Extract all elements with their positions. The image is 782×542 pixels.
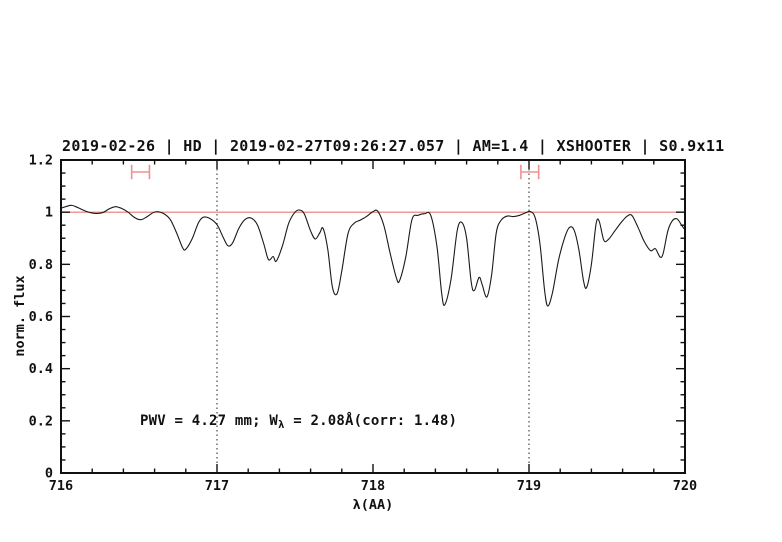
range-marker-2 <box>520 164 540 180</box>
y-tick-label: 1.2 <box>29 153 53 169</box>
y-tick-label: 0.4 <box>29 361 53 377</box>
spectrum-line <box>60 204 686 307</box>
y-tick-label: 0 <box>45 466 53 482</box>
pwv-annotation: PWV = 4.27 mm; Wλ = 2.08Å(corr: 1.48) <box>140 412 457 431</box>
pwv-annotation-subscript: λ <box>278 419 285 431</box>
x-tick-label: 717 <box>205 478 229 494</box>
x-axis-label: λ(AA) <box>353 497 394 513</box>
x-tick-label: 720 <box>673 478 697 494</box>
plot-area: 716 717 718 719 720 0 0.2 0.4 0.6 0.8 1 1.2 <box>29 153 698 495</box>
x-tick-label: 718 <box>361 478 385 494</box>
x-tick-label: 716 <box>49 478 73 494</box>
range-marker-1 <box>130 164 151 180</box>
y-tick-label: 0.8 <box>29 257 53 273</box>
pwv-annotation-suffix: = 2.08Å(corr: 1.48) <box>285 412 458 429</box>
y-axis-label: norm. flux <box>12 275 28 356</box>
x-tick-label: 719 <box>517 478 541 494</box>
plot-title: 2019-02-26 | HD | 2019-02-27T09:26:27.05… <box>62 137 724 156</box>
pwv-annotation-prefix: PWV = 4.27 mm; W <box>140 413 278 429</box>
y-tick-label: 1 <box>45 205 53 221</box>
y-tick-label: 0.6 <box>29 309 53 325</box>
y-tick-label: 0.2 <box>29 413 53 429</box>
